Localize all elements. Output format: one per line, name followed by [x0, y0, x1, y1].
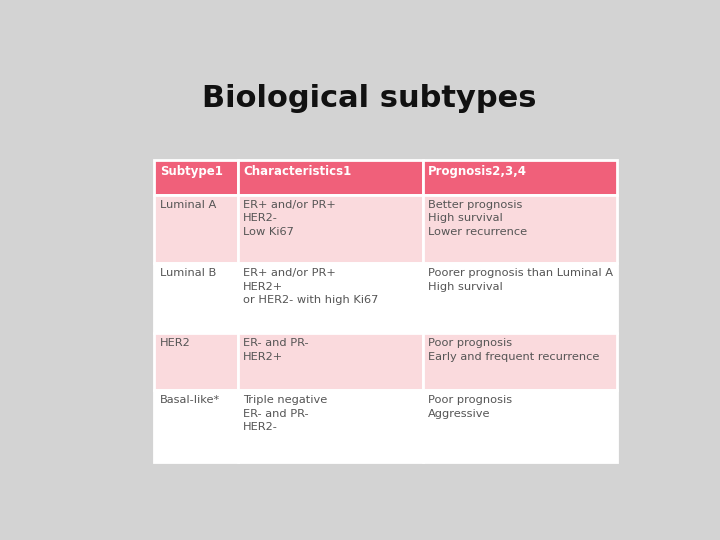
Bar [154, 390, 238, 462]
Bar [423, 194, 617, 263]
Text: Subtype1: Subtype1 [160, 165, 222, 178]
Text: Basal-like*: Basal-like* [160, 395, 220, 405]
Bar [238, 194, 423, 263]
Text: Better prognosis
High survival
Lower recurrence: Better prognosis High survival Lower rec… [428, 200, 528, 237]
Bar [154, 263, 238, 333]
Text: ER+ and/or PR+
HER2-
Low Ki67: ER+ and/or PR+ HER2- Low Ki67 [243, 200, 336, 237]
Bar [238, 160, 423, 194]
Text: Characteristics1: Characteristics1 [243, 165, 351, 178]
Bar [238, 263, 423, 333]
Bar [423, 160, 617, 194]
Text: Poor prognosis
Aggressive: Poor prognosis Aggressive [428, 395, 513, 419]
Bar [154, 333, 238, 390]
Bar [423, 263, 617, 333]
Bar [154, 160, 238, 194]
Text: Luminal B: Luminal B [160, 268, 216, 278]
Text: ER+ and/or PR+
HER2+
or HER2- with high Ki67: ER+ and/or PR+ HER2+ or HER2- with high … [243, 268, 379, 305]
Bar [423, 390, 617, 462]
Text: Prognosis2,3,4: Prognosis2,3,4 [428, 165, 527, 178]
Bar [423, 333, 617, 390]
Bar [238, 390, 423, 462]
Text: Luminal A: Luminal A [160, 200, 216, 210]
Bar [154, 194, 238, 263]
Text: Poor prognosis
Early and frequent recurrence: Poor prognosis Early and frequent recurr… [428, 338, 600, 362]
Text: Triple negative
ER- and PR-
HER2-: Triple negative ER- and PR- HER2- [243, 395, 328, 433]
Text: Biological subtypes: Biological subtypes [202, 84, 536, 112]
Bar [238, 333, 423, 390]
Text: ER- and PR-
HER2+: ER- and PR- HER2+ [243, 338, 309, 362]
Text: Poorer prognosis than Luminal A
High survival: Poorer prognosis than Luminal A High sur… [428, 268, 613, 292]
Text: HER2: HER2 [160, 338, 191, 348]
